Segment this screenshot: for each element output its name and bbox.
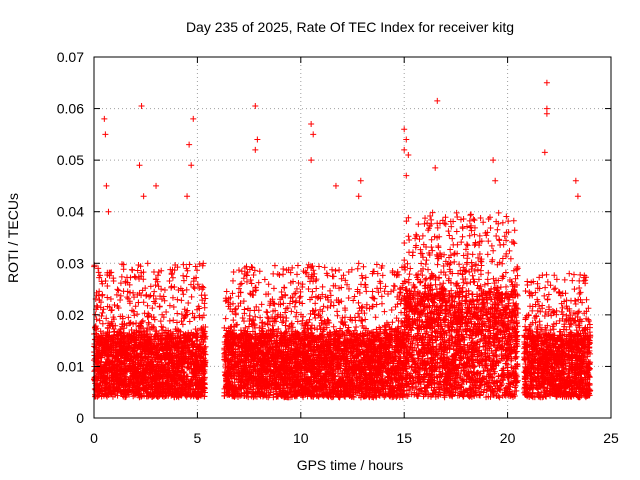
data-points bbox=[91, 79, 594, 401]
data-point bbox=[201, 393, 208, 400]
chart-title: Day 235 of 2025, Rate Of TEC Index for r… bbox=[186, 19, 514, 35]
